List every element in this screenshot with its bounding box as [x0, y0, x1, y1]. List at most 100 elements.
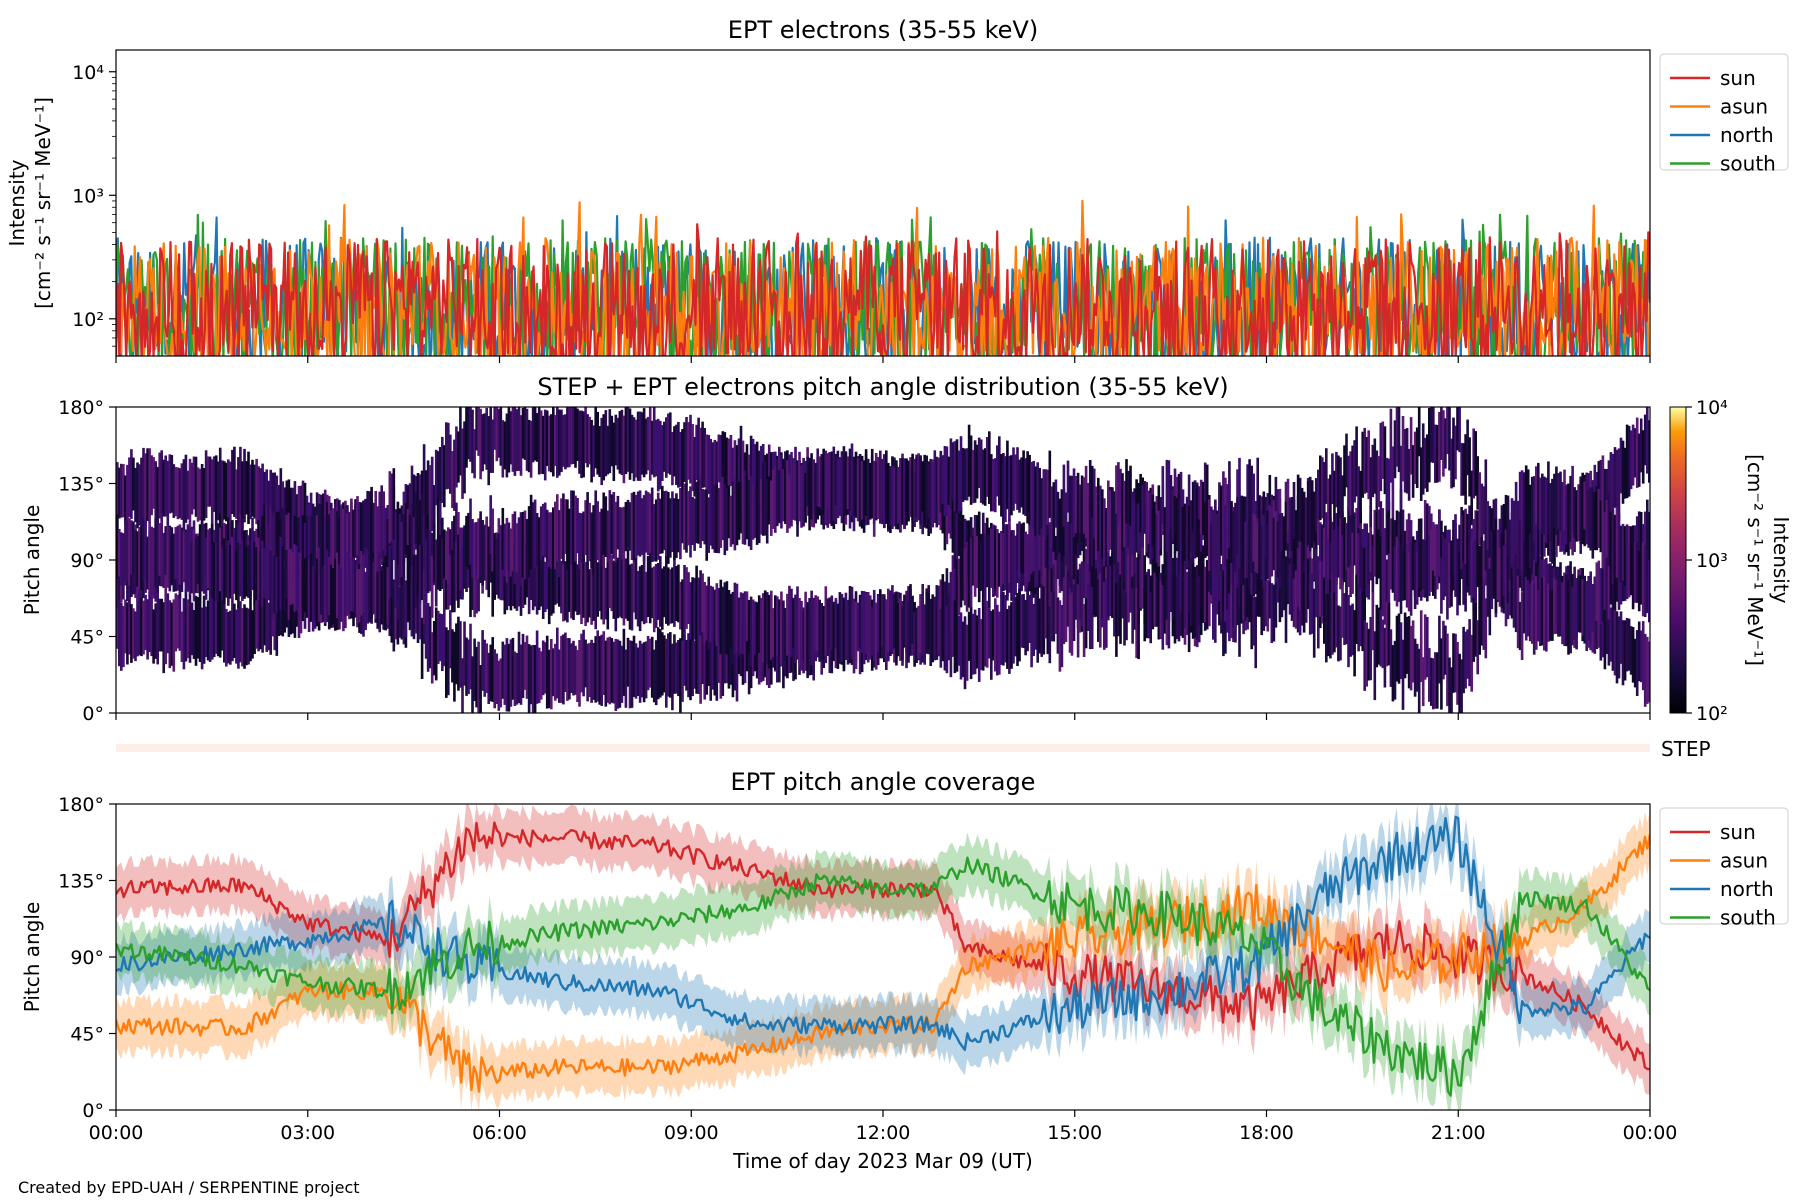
pad-cell — [227, 540, 230, 606]
pad-cell — [1002, 532, 1005, 584]
pad-cell — [1629, 430, 1633, 490]
pad-cell — [485, 643, 489, 694]
pad-cell — [707, 434, 711, 495]
pad-cell — [572, 407, 575, 464]
pad-cell — [471, 519, 474, 578]
pad-cell — [1294, 522, 1298, 573]
pad-cell — [426, 528, 430, 594]
pad-cell — [1553, 473, 1556, 528]
pad-cell — [467, 639, 470, 695]
pad-cell — [1195, 565, 1199, 640]
pad-cell — [1502, 504, 1506, 564]
pad-cell — [275, 475, 279, 543]
pad-cell — [765, 592, 769, 665]
pad-cell — [1262, 514, 1266, 588]
pad-cell — [491, 637, 495, 702]
pad-cell — [1052, 591, 1056, 642]
pad-cell — [142, 518, 145, 582]
pad-cell — [348, 512, 351, 573]
pad-cell — [1103, 498, 1106, 560]
pad-cell — [856, 602, 860, 652]
pad-cell — [951, 481, 955, 553]
pad-cell — [1133, 501, 1136, 574]
pad-cell — [943, 446, 947, 517]
pad-cell — [654, 564, 658, 628]
pad-cell — [1488, 506, 1492, 558]
pad-cell — [269, 580, 273, 655]
pad-cell — [463, 621, 466, 686]
pad-cell — [1532, 549, 1536, 608]
pad-cell — [1379, 609, 1383, 667]
pad-cell — [713, 484, 717, 553]
pad-cell — [1181, 507, 1185, 565]
pad-cell — [719, 635, 723, 699]
pad-cell — [1074, 554, 1078, 620]
pad-cell — [1153, 568, 1157, 627]
pad-cell — [554, 554, 557, 605]
pad-cell — [1611, 610, 1615, 671]
pad-cell — [1472, 541, 1476, 611]
pad-cell — [1105, 578, 1108, 648]
pad-cell — [1068, 512, 1072, 588]
coverage-y-tick-label: 135° — [58, 871, 104, 893]
pad-cell — [384, 507, 388, 560]
pad-cell — [1625, 618, 1629, 672]
pad-cell — [907, 463, 910, 520]
pad-cell — [210, 587, 214, 660]
pad-cell — [503, 421, 507, 470]
pad-cell — [1325, 512, 1328, 571]
pad-cell — [844, 608, 848, 659]
pad-cell — [1605, 469, 1609, 521]
pad-cell — [1494, 555, 1498, 614]
pad-cell — [604, 496, 608, 557]
pad-cell — [221, 594, 224, 651]
pad-cell — [1442, 534, 1445, 601]
pad-cell — [1448, 407, 1451, 471]
pad-cell — [1444, 538, 1447, 597]
pad-cell — [767, 594, 771, 669]
pad-cell — [640, 498, 644, 555]
pad-cell — [142, 600, 145, 655]
pad-cell — [1648, 511, 1650, 567]
pad-cell — [578, 553, 581, 615]
pad-cell — [917, 605, 920, 659]
pad-cell — [269, 507, 273, 572]
pad-cell — [1581, 579, 1585, 636]
pad-cell — [701, 421, 704, 488]
pad-cell — [1016, 447, 1019, 510]
x-tick-label: 03:00 — [280, 1122, 335, 1144]
pad-cell — [622, 506, 626, 565]
pad-cell — [1248, 459, 1251, 533]
pad-cell — [436, 536, 440, 590]
pad-cell — [1292, 578, 1296, 628]
pad-cell — [1119, 503, 1122, 558]
pad-cell — [1208, 499, 1211, 571]
pad-cell — [1613, 447, 1617, 508]
pad-cell — [1399, 489, 1403, 560]
pad-cell — [1357, 583, 1360, 652]
pad-cell — [162, 459, 166, 517]
pad-cell — [533, 499, 537, 568]
pad-cell — [160, 450, 164, 521]
pad-cell — [1169, 557, 1173, 611]
pad-cell — [1038, 520, 1042, 571]
pad-cell — [765, 453, 769, 505]
pad-cell — [1008, 519, 1011, 584]
pad-cell — [503, 542, 507, 615]
pad-cell — [1288, 497, 1292, 551]
pad-cell — [681, 638, 684, 702]
pad-cell — [1244, 568, 1247, 621]
pad-cell — [281, 481, 285, 535]
pad-cell — [364, 571, 367, 627]
pad-cell — [545, 635, 549, 709]
pad-cell — [529, 494, 533, 570]
pad-cell — [1381, 508, 1385, 569]
pad-cell — [947, 482, 951, 534]
pad-cell — [711, 630, 715, 690]
pad-cell — [822, 606, 826, 659]
pad-cell — [1637, 621, 1641, 682]
pad-cell — [535, 413, 539, 462]
pad-cell — [1060, 605, 1064, 668]
pad-cell — [1575, 578, 1578, 639]
